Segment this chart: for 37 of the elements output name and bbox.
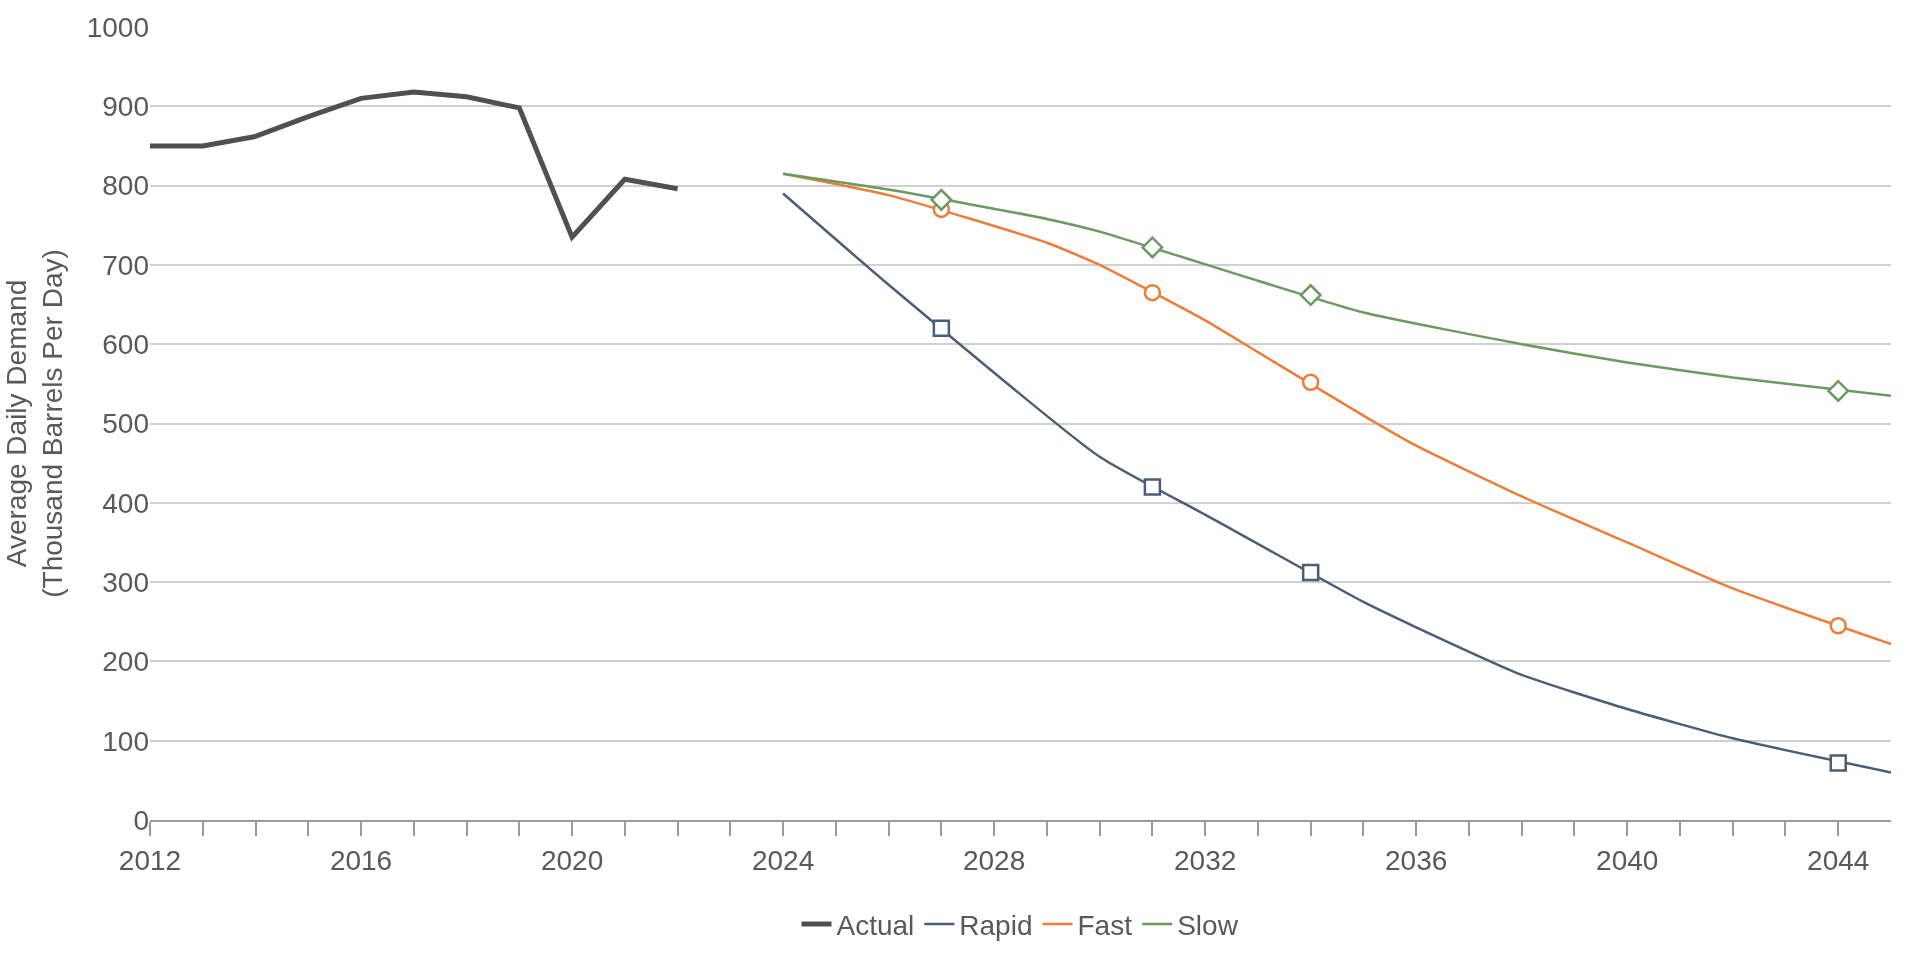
point [932,319,951,338]
y-tick-label: 300 [102,566,149,598]
point [1143,478,1162,496]
point [930,188,953,211]
point [1301,373,1320,391]
y-tick-label: 0 [133,804,149,836]
point [1827,379,1850,402]
y-tick-label: 800 [102,170,149,202]
x-tick-label: 2028 [962,844,1026,876]
x-tick-label: 2024 [751,844,815,876]
y-axis-title: Average Daily Demand (Thousand Barrels Per Day) [1,249,69,598]
legend-label: Actual [836,909,915,941]
legend-label: Slow [1177,909,1239,941]
point [1143,283,1162,302]
point [1301,563,1320,582]
x-tick-label: 2040 [1596,844,1659,876]
y-tick-label: 100 [102,725,149,757]
x-tick-label: 2016 [329,844,393,876]
x-tick-label: 2036 [1385,844,1448,876]
y-tick-label: 700 [102,249,149,281]
x-tick-label: 2044 [1807,844,1870,876]
line-series [781,192,1891,774]
legend-label: Fast [1077,909,1133,941]
point [1299,284,1322,307]
legend-label: Rapid [959,909,1033,941]
x-tick-label: 2012 [118,844,182,876]
point [1829,754,1847,772]
point [1141,236,1164,259]
y-tick-label: 500 [102,408,149,440]
y-tick-label: 1000 [86,11,149,43]
x-tick-label: 2020 [540,844,604,876]
x-tick-label: 2032 [1174,844,1237,876]
y-tick-label: 200 [102,646,149,678]
y-tick-label: 400 [102,487,149,519]
y-tick-label: 600 [102,329,149,360]
point [1829,616,1847,635]
y-tick-label: 900 [102,91,149,123]
